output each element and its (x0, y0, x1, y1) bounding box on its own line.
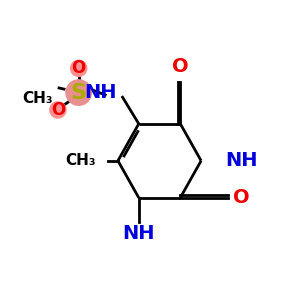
Text: S: S (71, 82, 87, 103)
Text: NH: NH (122, 224, 155, 243)
Text: O: O (172, 57, 189, 76)
Text: O: O (72, 59, 86, 77)
Circle shape (70, 60, 88, 77)
Text: CH₃: CH₃ (65, 153, 96, 168)
Text: CH₃: CH₃ (22, 92, 53, 106)
Text: O: O (233, 188, 250, 207)
Text: NH: NH (84, 83, 117, 102)
Text: NH: NH (225, 151, 258, 170)
Circle shape (49, 101, 67, 119)
Circle shape (65, 79, 92, 106)
Text: O: O (51, 101, 65, 119)
